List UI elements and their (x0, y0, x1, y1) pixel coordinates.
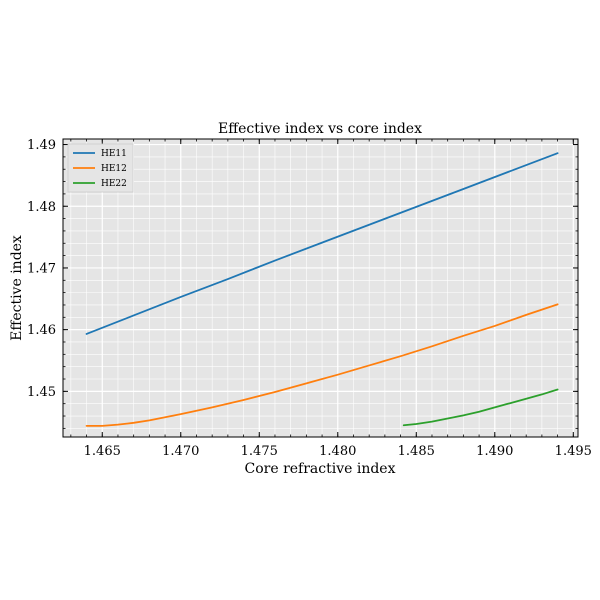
y-tick-label: 1.47 (27, 261, 56, 276)
legend-label-he12: HE12 (101, 164, 127, 174)
y-tick-label: 1.48 (27, 200, 56, 215)
x-tick-label: 1.465 (84, 444, 121, 459)
x-tick-label: 1.475 (241, 444, 278, 459)
x-tick-label: 1.490 (476, 444, 513, 459)
legend-box (67, 143, 134, 193)
series-line-he22 (402, 388, 559, 427)
y-tick-label: 1.49 (27, 138, 56, 153)
plot-background (63, 139, 578, 437)
x-tick-label: 1.495 (555, 444, 592, 459)
x-tick-labels: 1.465 1.470 1.475 1.480 1.485 1.490 1.495 (84, 444, 592, 459)
series-lines (85, 152, 559, 427)
legend: HE11 HE12 HE22 (67, 143, 134, 193)
y-tick-label: 1.46 (27, 323, 56, 338)
chart-title: Effective index vs core index (218, 121, 422, 137)
plot-frame (62, 138, 579, 438)
y-tick-labels: 1.45 1.46 1.47 1.48 1.49 (27, 138, 56, 400)
x-tick-label: 1.485 (398, 444, 435, 459)
legend-label-he11: HE11 (101, 149, 127, 159)
series-line-he11 (85, 152, 559, 335)
axis-ticks (63, 139, 578, 437)
x-tick-label: 1.480 (319, 444, 356, 459)
grid (63, 139, 578, 437)
x-axis-label: Core refractive index (245, 461, 396, 477)
plot-area (62, 138, 579, 438)
y-axis-label: Effective index (9, 235, 25, 341)
x-tick-label: 1.470 (162, 444, 199, 459)
y-tick-label: 1.45 (27, 385, 56, 400)
series-line-he12 (85, 303, 559, 427)
legend-label-he22: HE22 (101, 179, 127, 189)
